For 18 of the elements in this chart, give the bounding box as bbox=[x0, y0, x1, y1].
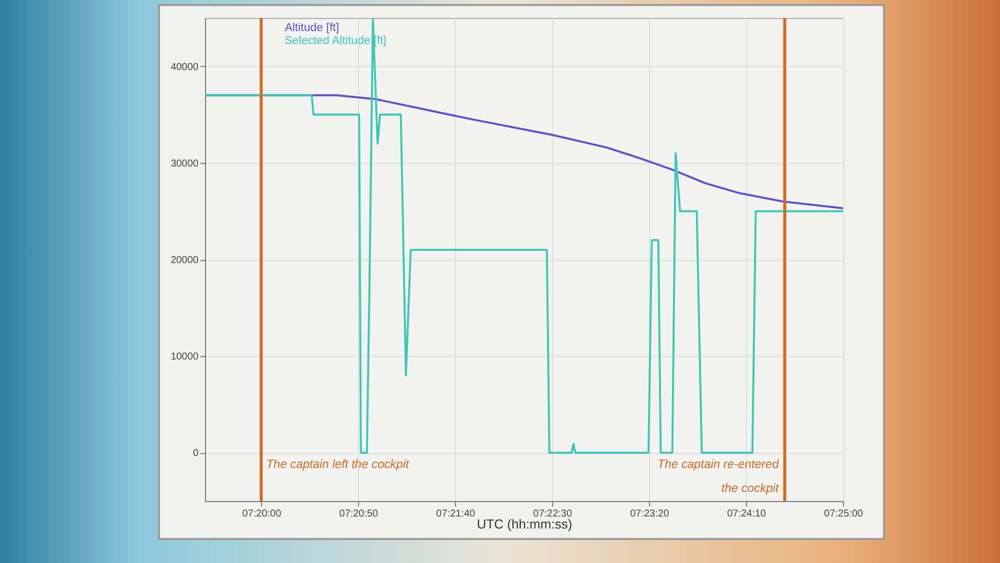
y-tick-label: 0 bbox=[192, 448, 199, 460]
line-series bbox=[205, 18, 843, 454]
y-tick-label: 30000 bbox=[170, 158, 199, 170]
x-tick-label: 07:25:00 bbox=[824, 508, 864, 520]
y-tick-label: 20000 bbox=[170, 255, 199, 266]
y-tick-label: 40000 bbox=[170, 62, 199, 73]
x-tick-label: 07:24:10 bbox=[727, 508, 766, 520]
x-axis-title: UTC (hh:mm:ss) bbox=[476, 516, 572, 532]
y-tick-label: 10000 bbox=[170, 352, 199, 363]
x-tick-label: 07:20:50 bbox=[339, 508, 379, 520]
ref-line-label: The captain left the cockpit bbox=[266, 457, 410, 471]
x-tick-label: 07:21:40 bbox=[436, 508, 476, 520]
text: Altitude [ft] bbox=[284, 22, 340, 34]
series-label: Selected Altitude [ft] bbox=[284, 34, 386, 47]
ref-line-label: The captain re-entered the cockpit bbox=[657, 457, 780, 495]
x-tick-label: 07:23:20 bbox=[630, 508, 670, 520]
x-tick-label: 07:20:00 bbox=[242, 508, 282, 520]
x-tick-label: 07:22:30 bbox=[533, 508, 572, 520]
